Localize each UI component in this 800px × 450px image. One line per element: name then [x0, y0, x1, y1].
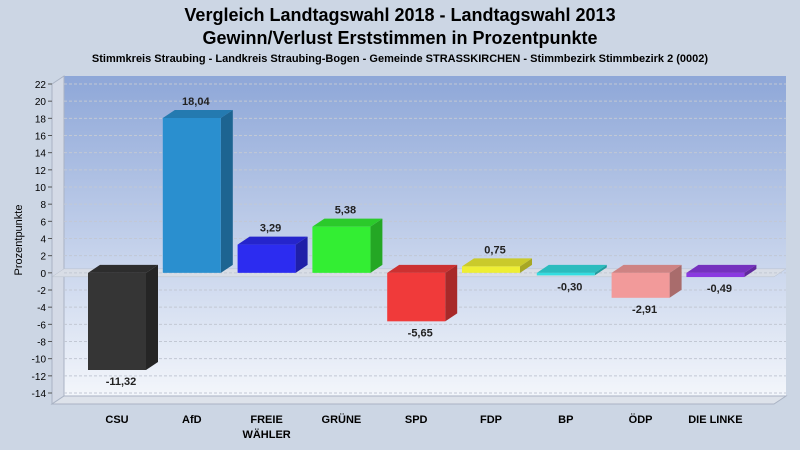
value-label: -5,65 — [408, 327, 433, 339]
bar-side — [146, 264, 158, 370]
bar-front — [462, 266, 520, 273]
bar-front — [686, 272, 745, 278]
bar-front — [312, 226, 371, 273]
bar-front — [237, 244, 296, 273]
bar-top — [162, 109, 233, 118]
y-tick-label: -4 — [37, 303, 46, 314]
y-tick-label: 20 — [35, 97, 47, 108]
bar — [237, 236, 308, 273]
bar — [387, 264, 458, 322]
value-label: 5,38 — [335, 205, 356, 217]
bar-top — [611, 264, 682, 273]
plot-side-wall — [51, 75, 65, 405]
bar-top — [536, 264, 607, 273]
y-tick-label: 10 — [35, 183, 47, 194]
bar-top — [387, 264, 458, 273]
bar — [686, 264, 757, 278]
y-tick-label: -10 — [32, 355, 47, 366]
y-tick-label: 2 — [40, 252, 46, 263]
value-label: 3,29 — [260, 223, 281, 235]
bar-front — [162, 117, 221, 273]
y-tick-label: -14 — [32, 389, 47, 400]
category-label: FREIE WÄHLER — [242, 414, 290, 441]
category-label: AfD — [182, 414, 202, 426]
bar-top — [462, 258, 532, 267]
bar-side — [594, 264, 607, 276]
y-tick-label: 8 — [40, 200, 46, 211]
bar-top — [312, 218, 383, 227]
y-tick-label: -12 — [32, 372, 47, 383]
plot-area — [50, 75, 788, 405]
chart-title-line2: Gewinn/Verlust Erststimmen in Prozentpun… — [202, 28, 598, 48]
value-label: -0,49 — [707, 283, 732, 295]
category-labels: CSU AfD FREIE WÄHLER GRÜNE SPD FDP BP ÖDP DIE LIN… — [105, 413, 742, 441]
y-axis-label: Prozentpunkte — [13, 205, 25, 276]
bar-side — [220, 109, 233, 273]
category-label: SPD — [405, 414, 428, 426]
bar — [88, 264, 158, 370]
y-tick-label: 4 — [40, 235, 46, 246]
y-tick-label: -8 — [37, 338, 46, 349]
bar-front — [387, 272, 446, 322]
bar-front — [611, 272, 670, 298]
value-label: -2,91 — [632, 304, 657, 316]
bar — [611, 264, 682, 298]
bar-side — [295, 236, 308, 273]
y-tick-label: 6 — [40, 217, 46, 228]
bar-side — [370, 218, 383, 273]
bars — [88, 109, 757, 370]
category-label: BP — [558, 414, 573, 426]
y-tick-label: 14 — [35, 149, 47, 160]
bar-front — [88, 272, 146, 370]
bar-top — [686, 264, 757, 273]
bar — [536, 264, 607, 276]
value-label: -11,32 — [106, 376, 137, 388]
bar-side — [520, 258, 532, 273]
y-tick-label: 18 — [35, 114, 47, 125]
y-tick-label: 0 — [40, 269, 46, 280]
value-label: 18,04 — [182, 96, 210, 108]
y-tick-label: -2 — [37, 286, 46, 297]
chart-subtitle: Stimmkreis Straubing - Landkreis Straubi… — [91, 53, 709, 65]
bar-front — [536, 272, 595, 276]
category-label: FDP — [480, 414, 502, 426]
chart-title-line1: Vergleich Landtagswahl 2018 - Landtagswa… — [184, 5, 616, 25]
category-label: ÖDP — [629, 413, 653, 426]
value-label: -0,30 — [557, 281, 582, 293]
y-tick-label: 22 — [35, 80, 47, 91]
bar-side — [669, 264, 682, 298]
category-label: GRÜNE — [322, 413, 362, 426]
category-label: CSU — [105, 414, 128, 426]
bar-side — [445, 264, 458, 322]
y-tick-label: 12 — [35, 166, 47, 177]
bar — [462, 258, 532, 273]
category-label: DIE LINKE — [688, 414, 742, 426]
bar — [312, 218, 383, 273]
bar-top — [88, 264, 158, 273]
value-label: 0,75 — [484, 244, 505, 256]
value-labels: -11,32 18,04 3,29 5,38 -5,65 0,75 -0,30 -2,91 -0… — [106, 96, 732, 388]
y-tick-label: -6 — [37, 320, 46, 331]
bar — [162, 109, 233, 273]
y-tick-label: 16 — [35, 132, 47, 143]
bar-top — [237, 236, 308, 245]
plot-floor — [50, 395, 788, 405]
bar-side — [744, 264, 757, 278]
